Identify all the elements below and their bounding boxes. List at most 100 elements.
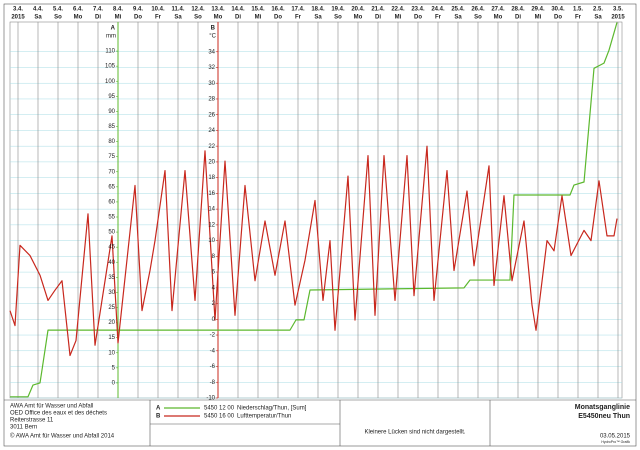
note: Kleinere Lücken sind nicht dargestellt. [364,430,465,436]
series-line [9,145,618,357]
x-tick-label: 24.4. [431,7,445,13]
x-tick-sublabel: Mi [255,15,262,21]
y-tick-label: 30 [108,290,115,296]
x-tick-label: 5.4. [53,7,63,13]
legend-name: Lufttemperatur/Thun [237,414,291,420]
y-axis-key: A [111,26,116,32]
y2-tick-label: 4 [212,285,216,291]
y-tick-label: 80 [108,139,115,145]
y2-axis-unit: °C [209,34,216,40]
x-tick-label: 26.4. [471,7,485,13]
x-tick-sublabel: Sa [454,15,462,21]
x-tick-sublabel: Di [235,15,241,21]
y2-tick-label: 8 [212,254,216,260]
legend-name: Niederschlag/Thun, [Sum] [237,406,307,412]
y-tick-label: 10 [108,350,115,356]
y2-tick-label: 24 [208,128,215,134]
y2-tick-label: 32 [208,65,215,71]
x-tick-label: 28.4. [511,7,525,13]
x-tick-label: 30.4. [551,7,565,13]
x-tick-label: 4.4. [33,7,43,13]
x-tick-sublabel: Do [554,15,562,21]
x-tick-label: 12.4. [191,7,205,13]
y-tick-label: 25 [108,305,115,311]
y-tick-label: 60 [108,199,115,205]
address-line: © AWA Amt für Wasser und Abfall 2014 [10,433,115,440]
x-tick-label: 16.4. [271,7,285,13]
y2-tick-label: 26 [208,112,215,118]
x-tick-label: 11.4. [171,7,184,13]
x-tick-label: 14.4. [231,7,245,13]
address-line: AWA Amt für Wasser und Abfall [10,404,93,410]
x-tick-sublabel: Do [414,15,422,21]
y-tick-label: 110 [105,49,115,55]
x-tick-sublabel: Sa [594,15,602,21]
grid [10,22,622,399]
x-tick-label: 29.4. [531,7,545,13]
y-tick-label: 55 [108,215,115,221]
x-tick-label: 6.4. [73,7,83,13]
y-tick-label: 100 [105,79,116,85]
x-tick-label: 23.4. [411,7,425,13]
x-tick-sublabel: 2015 [11,15,25,21]
labels: 3.4.20154.4.Sa5.4.So6.4.Mo7.4.Di8.4.Mi9.… [11,7,625,420]
legend-key: B [156,414,161,420]
y-tick-label: 35 [108,275,115,281]
x-tick-sublabel: Do [274,15,282,21]
y2-tick-label: -6 [210,364,216,370]
marks [9,22,618,398]
x-tick-label: 21.4. [371,7,385,13]
series-line [10,22,618,398]
y-axis-unit: mm [106,34,116,40]
x-tick-sublabel: Do [134,15,142,21]
y-tick-label: 85 [108,124,115,130]
y-tick-label: 70 [108,169,115,175]
x-tick-label: 15.4. [251,7,265,13]
x-tick-label: 27.4. [491,7,505,13]
x-tick-sublabel: Mo [494,15,503,21]
y-tick-label: 50 [108,230,115,236]
plot-area [9,21,623,399]
y-tick-label: 65 [108,184,115,190]
x-tick-label: 10.4. [151,7,165,13]
x-tick-label: 8.4. [113,7,123,13]
x-tick-label: 19.4. [331,7,345,13]
y-tick-label: 0 [112,380,116,386]
x-tick-label: 3.5. [613,7,623,13]
x-tick-sublabel: Mo [74,15,83,21]
y-tick-label: 20 [108,320,115,326]
y2-tick-label: 30 [208,81,215,87]
x-tick-sublabel: So [334,15,342,21]
y2-tick-label: 0 [212,317,216,323]
x-tick-sublabel: So [54,15,62,21]
y-tick-label: 45 [108,245,115,251]
x-tick-label: 18.4. [311,7,325,13]
y2-tick-label: 10 [208,238,215,244]
x-tick-label: 25.4. [451,7,465,13]
y2-tick-label: 18 [208,175,215,181]
x-tick-sublabel: Mi [395,15,402,21]
legend-key: A [156,406,161,412]
x-tick-label: 9.4. [133,7,143,13]
x-tick-label: 13.4. [211,7,225,13]
y-tick-label: 90 [108,109,115,115]
address-line: OED Office des eaux et des déchets [10,411,107,417]
y2-tick-label: -4 [210,348,216,354]
y2-tick-label: -2 [210,333,216,339]
y-tick-label: 15 [108,335,115,341]
x-tick-sublabel: Mi [535,15,542,21]
y2-tick-label: 14 [208,207,215,213]
y2-tick-label: 16 [208,191,215,197]
x-tick-label: 17.4. [291,7,305,13]
address-line: Reiterstrasse 11 [10,418,54,424]
software: HydroPro™ Grafik [601,440,630,444]
x-tick-sublabel: Sa [174,15,182,21]
x-tick-sublabel: Di [375,15,381,21]
y-tick-label: 105 [105,64,116,70]
station: E5450neu Thun [578,413,630,420]
x-tick-sublabel: Mi [115,15,122,21]
x-tick-sublabel: Fr [155,15,162,21]
y2-tick-label: 34 [208,49,215,55]
y2-axis-key: B [211,26,216,32]
